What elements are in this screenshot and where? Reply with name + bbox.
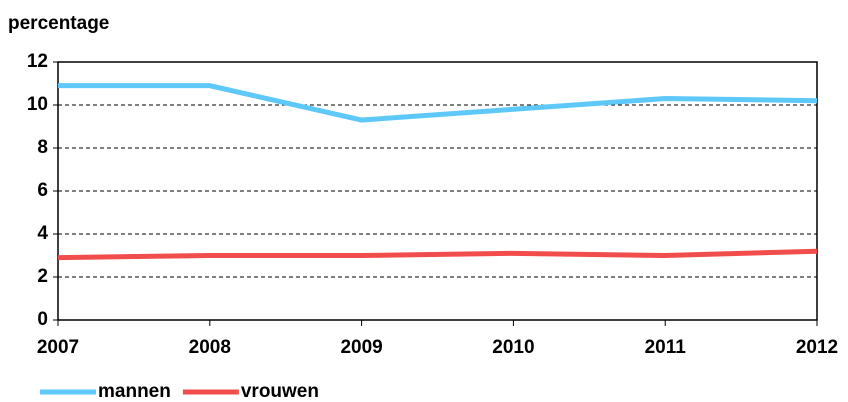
x-tick-label: 2008 [189,337,231,358]
x-tick-label: 2012 [796,337,838,358]
x-tick-label: 2010 [492,337,534,358]
y-tick-label: 12 [27,51,48,72]
y-tick-label: 8 [37,137,48,158]
y-tick-label: 0 [37,309,48,330]
legend-label: mannen [98,381,171,402]
y-tick-label: 2 [37,266,48,287]
y-tick-label: 10 [27,94,48,115]
data-line [57,248,818,261]
y-axis-label: percentage [8,13,109,34]
x-tick-label: 2007 [37,337,79,358]
plot-frame [57,61,818,321]
x-tick-label: 2011 [645,337,687,358]
data-line [58,83,818,123]
y-tick-label: 6 [37,180,48,201]
legend-label: vrouwen [241,381,319,402]
x-tick-label: 2009 [340,337,382,358]
y-tick-label: 4 [37,223,48,244]
